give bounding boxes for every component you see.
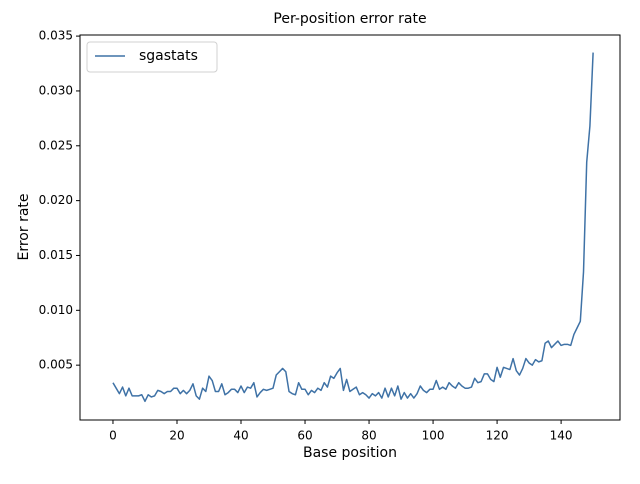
y-tick-label: 0.005 [39,358,73,372]
y-tick-label: 0.035 [39,29,73,43]
x-tick-label: 80 [361,429,376,443]
y-tick-label: 0.030 [39,83,73,97]
x-tick-label: 20 [169,429,184,443]
y-tick-label: 0.010 [39,303,73,317]
y-tick-label: 0.025 [39,138,73,152]
y-tick-label: 0.020 [39,193,73,207]
x-tick-label: 40 [233,429,248,443]
x-tick-label: 140 [550,429,573,443]
axes-frame [79,34,621,421]
y-axis-label: Error rate [16,193,32,260]
x-tick-label: 60 [297,429,312,443]
legend: sgastats [86,41,218,73]
y-tick-label: 0.015 [39,248,73,262]
x-tick-label: 0 [109,429,117,443]
legend-label: sgastats [139,48,198,64]
x-tick-label: 120 [486,429,509,443]
legend-frame [86,41,218,73]
chart-title: Per-position error rate [273,11,426,27]
x-tick-label: 100 [422,429,445,443]
data-line [112,52,594,403]
x-axis-label: Base position [303,445,397,461]
